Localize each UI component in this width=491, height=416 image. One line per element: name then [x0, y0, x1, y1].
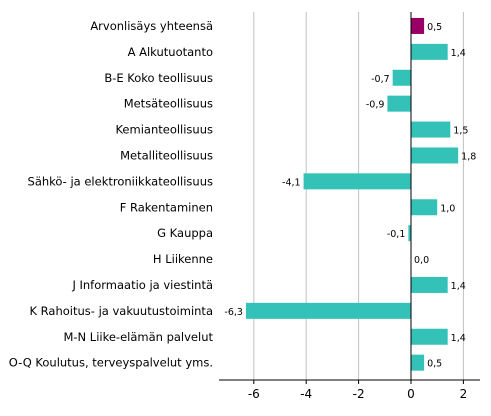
category-label: Sähkö- ja elektroniikkateollisuus: [28, 174, 213, 188]
bar: [245, 302, 411, 319]
category-label: K Rahoitus- ja vakuutustoiminta: [29, 304, 213, 318]
value-label: -4,1: [282, 177, 301, 188]
x-tick-label: 2: [460, 387, 468, 401]
category-label: O-Q Koulutus, terveyspalvelut yms.: [9, 356, 213, 370]
value-label: 1,5: [453, 126, 468, 137]
value-label: 1,4: [451, 333, 466, 344]
bar: [411, 121, 451, 138]
bar: [411, 276, 448, 293]
bars: [245, 17, 459, 371]
category-label: F Rakentaminen: [120, 200, 213, 214]
category-label: M-N Liike-elämän palvelut: [63, 330, 213, 344]
category-label: Metsäteollisuus: [124, 97, 213, 111]
category-label: Kemianteollisuus: [115, 123, 213, 137]
value-label: -0,1: [387, 229, 406, 240]
value-label: 0,5: [427, 359, 442, 370]
value-label: 1,4: [451, 48, 466, 59]
x-tick-label: -4: [300, 387, 312, 401]
labels: Arvonlisäys yhteensä 0,5 A Alkutuotanto 1,4…: [9, 19, 477, 370]
bar: [411, 354, 425, 371]
bar: [411, 17, 425, 34]
gridlines: [253, 12, 464, 380]
category-label: Arvonlisäys yhteensä: [90, 19, 213, 33]
value-label: 0,5: [427, 22, 442, 33]
bar: [411, 147, 459, 164]
bar: [387, 95, 411, 112]
bar: [411, 43, 448, 60]
x-tick-label: -6: [248, 387, 260, 401]
value-label: 1,4: [451, 281, 466, 292]
category-label: J Informaatio ja viestintä: [71, 278, 213, 292]
value-label: -0,9: [366, 100, 385, 111]
bar: [411, 328, 448, 345]
value-label: -0,7: [371, 74, 390, 85]
category-label: B-E Koko teollisuus: [104, 71, 213, 85]
x-tick-label: -2: [353, 387, 365, 401]
value-label: 1,8: [461, 151, 476, 162]
x-tick-label: 0: [407, 387, 415, 401]
bar: [408, 225, 411, 242]
category-label: G Kauppa: [157, 226, 213, 240]
axes: -6 -4 -2 0 2: [219, 12, 480, 401]
value-label: 1,0: [440, 203, 455, 214]
category-label: H Liikenne: [153, 252, 213, 266]
category-label: A Alkutuotanto: [128, 45, 213, 59]
category-label: Metalliteollisuus: [120, 148, 213, 162]
bar: [411, 199, 438, 216]
bar: [392, 69, 411, 86]
value-label: 0,0: [414, 255, 429, 266]
bar: [303, 173, 411, 190]
value-label: -6,3: [224, 307, 243, 318]
